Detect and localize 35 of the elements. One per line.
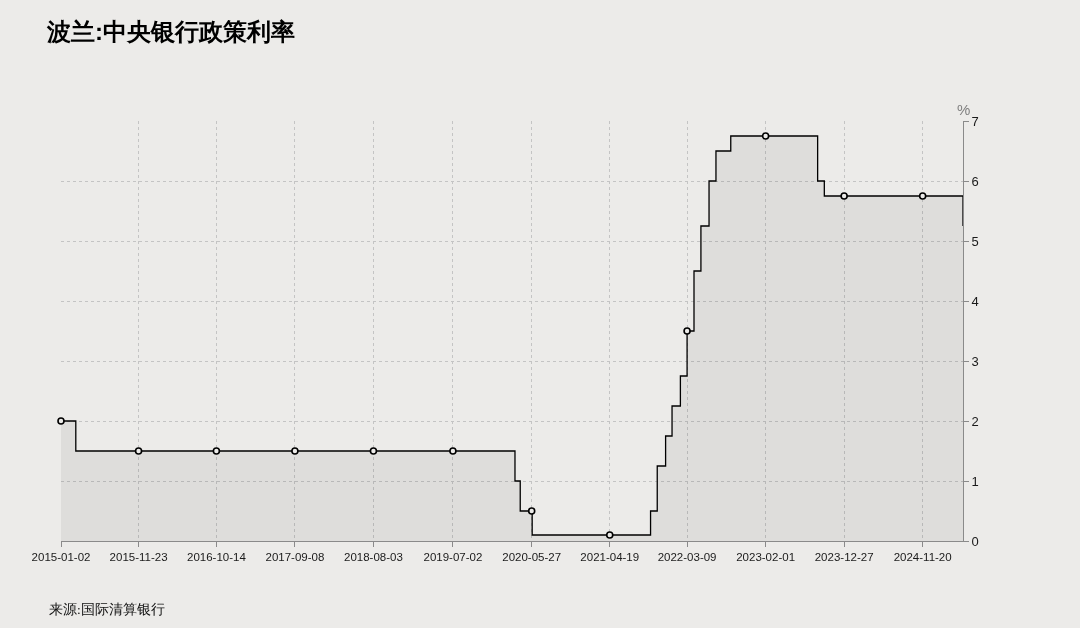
y-tick-label: 7 [971,113,979,129]
y-tick-label: 3 [971,353,979,369]
x-tick-label: 2020-05-27 [502,550,562,563]
source-note: 来源:国际清算银行 [49,602,165,617]
point [840,192,848,200]
point [212,447,221,455]
x-tick-label: 2021-04-19 [580,550,640,563]
point [761,132,770,140]
point [918,192,927,200]
point [291,447,299,455]
point [57,417,65,425]
x-tick-label: 2022-03-09 [657,550,717,563]
y-tick-label: 1 [971,473,979,489]
x-tick-label: 2024-11-20 [893,550,952,563]
point [527,507,536,515]
x-tick-label: 2023-12-27 [814,550,874,563]
point [449,447,457,455]
y-tick-label: 0 [971,533,979,549]
x-tick-label: 2019-07-02 [423,550,483,563]
x-tick-label: 2023-02-01 [736,550,796,563]
point [605,531,614,539]
x-tick-label: 2017-09-08 [265,550,325,563]
x-tick-label: 2015-11-23 [109,550,168,563]
x-tick-label: 2016-10-14 [186,550,247,563]
y-tick-label: 4 [971,293,979,309]
chart-title: 波兰:中央银行政策利率 [46,18,295,46]
x-tick-label: 2018-08-03 [344,550,403,563]
x-tick-label: 2015-01-02 [31,550,91,563]
point [134,447,143,455]
point [369,447,378,455]
point [683,327,691,335]
y-tick-label: 2 [971,413,979,429]
y-tick-label: 6 [971,173,979,189]
y-axis-title: % [957,101,971,118]
y-tick-label: 5 [971,233,979,249]
